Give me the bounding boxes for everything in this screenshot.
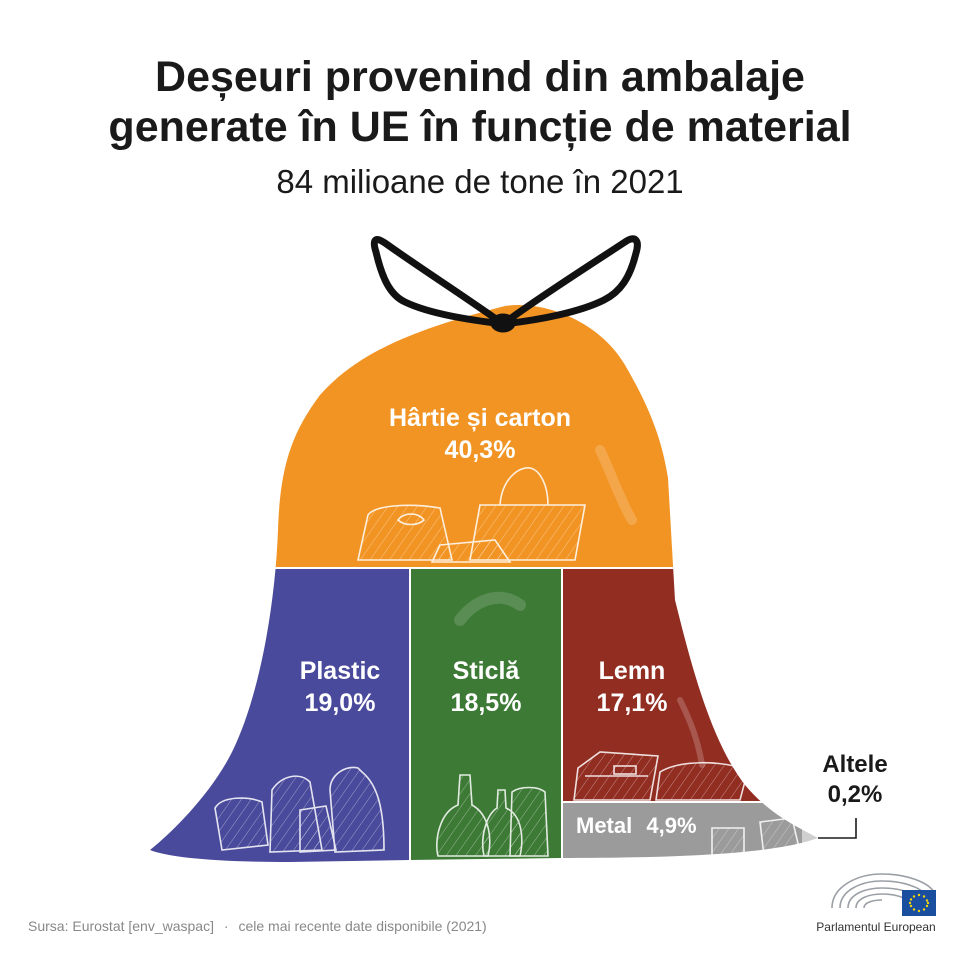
- source-note: Sursa: Eurostat [env_waspac] · cele mai …: [28, 918, 487, 934]
- label-wood: Lemn 17,1%: [562, 655, 702, 719]
- ep-logo-text: Parlamentul European: [816, 920, 936, 934]
- label-glass: Sticlă 18,5%: [416, 655, 556, 719]
- metal-cans-icon: [711, 817, 801, 857]
- label-metal: Metal 4,9%: [576, 812, 697, 840]
- leader-line: [818, 818, 857, 839]
- chart-title: Deșeuri provenind din ambalaje generate …: [0, 52, 960, 152]
- chart-subtitle: 84 milioane de tone în 2021: [276, 163, 684, 200]
- source-date-note: cele mai recente date disponibile (2021): [238, 918, 487, 934]
- source-separator: ·: [223, 918, 229, 934]
- bag-wrinkle: [677, 697, 705, 768]
- glass-bottles-icon: [436, 774, 549, 857]
- label-metal-value: 4,9%: [646, 813, 697, 838]
- label-paper-name: Hârtie și carton: [388, 404, 571, 432]
- label-other-value: 0,2%: [827, 781, 883, 808]
- bag-wrinkle: [454, 591, 526, 626]
- label-wood-name: Lemn: [598, 657, 666, 685]
- bag-tie-icon: [370, 235, 641, 333]
- label-other: Altele 0,2%: [800, 750, 910, 810]
- plastic-bottles-icon: [214, 766, 385, 853]
- label-glass-value: 18,5%: [450, 689, 522, 717]
- chart-title-line-2: generate în UE în funcție de material: [108, 103, 852, 151]
- label-plastic-name: Plastic: [299, 657, 381, 685]
- chart-title-line-1: Deșeuri provenind din ambalaje: [155, 53, 805, 101]
- bag-wrinkle: [595, 445, 637, 525]
- label-wood-value: 17,1%: [596, 689, 668, 717]
- label-glass-name: Sticlă: [452, 657, 520, 685]
- european-parliament-logo-icon: [831, 873, 936, 916]
- label-other-name: Altele: [822, 751, 888, 778]
- source-text: Sursa: Eurostat [env_waspac]: [28, 918, 214, 934]
- label-paper-value: 40,3%: [444, 436, 516, 464]
- paper-bags-icon: [357, 467, 586, 563]
- label-plastic: Plastic 19,0%: [270, 655, 410, 719]
- label-paper: Hârtie și carton 40,3%: [370, 402, 590, 466]
- label-metal-name: Metal: [576, 813, 633, 838]
- wood-crates-icon: [573, 751, 749, 801]
- label-plastic-value: 19,0%: [304, 689, 376, 717]
